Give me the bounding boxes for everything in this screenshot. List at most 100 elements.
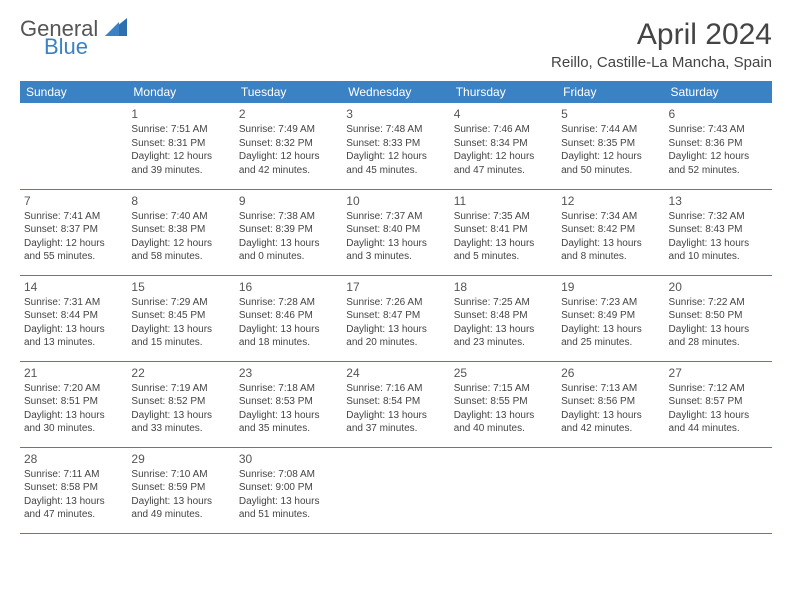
sunset-line: Sunset: 8:53 PM bbox=[239, 395, 338, 409]
daylight-line: Daylight: 12 hours and 50 minutes. bbox=[561, 150, 660, 177]
day-number: 2 bbox=[239, 106, 338, 122]
logo-text-blue: Blue bbox=[44, 36, 127, 58]
sunset-line: Sunset: 8:43 PM bbox=[669, 223, 768, 237]
daylight-line: Daylight: 12 hours and 45 minutes. bbox=[346, 150, 445, 177]
sunrise-line: Sunrise: 7:31 AM bbox=[24, 296, 123, 310]
daylight-line: Daylight: 13 hours and 10 minutes. bbox=[669, 237, 768, 264]
calendar-cell: 15Sunrise: 7:29 AMSunset: 8:45 PMDayligh… bbox=[127, 275, 234, 361]
daylight-line: Daylight: 13 hours and 33 minutes. bbox=[131, 409, 230, 436]
day-number: 22 bbox=[131, 365, 230, 381]
day-number: 30 bbox=[239, 451, 338, 467]
calendar-cell bbox=[450, 447, 557, 533]
sunrise-line: Sunrise: 7:12 AM bbox=[669, 382, 768, 396]
day-number: 4 bbox=[454, 106, 553, 122]
daylight-line: Daylight: 13 hours and 23 minutes. bbox=[454, 323, 553, 350]
day-header: Monday bbox=[127, 81, 234, 103]
sunrise-line: Sunrise: 7:28 AM bbox=[239, 296, 338, 310]
sunrise-line: Sunrise: 7:46 AM bbox=[454, 123, 553, 137]
daylight-line: Daylight: 13 hours and 25 minutes. bbox=[561, 323, 660, 350]
calendar-cell: 4Sunrise: 7:46 AMSunset: 8:34 PMDaylight… bbox=[450, 103, 557, 189]
sunset-line: Sunset: 8:50 PM bbox=[669, 309, 768, 323]
sunrise-line: Sunrise: 7:19 AM bbox=[131, 382, 230, 396]
day-number: 19 bbox=[561, 279, 660, 295]
daylight-line: Daylight: 12 hours and 58 minutes. bbox=[131, 237, 230, 264]
day-number: 6 bbox=[669, 106, 768, 122]
daylight-line: Daylight: 13 hours and 42 minutes. bbox=[561, 409, 660, 436]
sunset-line: Sunset: 8:56 PM bbox=[561, 395, 660, 409]
calendar-cell bbox=[20, 103, 127, 189]
day-number: 11 bbox=[454, 193, 553, 209]
sunrise-line: Sunrise: 7:11 AM bbox=[24, 468, 123, 482]
day-number: 13 bbox=[669, 193, 768, 209]
day-number: 9 bbox=[239, 193, 338, 209]
calendar-cell: 27Sunrise: 7:12 AMSunset: 8:57 PMDayligh… bbox=[665, 361, 772, 447]
calendar-cell: 12Sunrise: 7:34 AMSunset: 8:42 PMDayligh… bbox=[557, 189, 664, 275]
sunrise-line: Sunrise: 7:10 AM bbox=[131, 468, 230, 482]
calendar-cell: 8Sunrise: 7:40 AMSunset: 8:38 PMDaylight… bbox=[127, 189, 234, 275]
sunrise-line: Sunrise: 7:51 AM bbox=[131, 123, 230, 137]
calendar-cell: 25Sunrise: 7:15 AMSunset: 8:55 PMDayligh… bbox=[450, 361, 557, 447]
calendar-cell: 6Sunrise: 7:43 AMSunset: 8:36 PMDaylight… bbox=[665, 103, 772, 189]
sunrise-line: Sunrise: 7:20 AM bbox=[24, 382, 123, 396]
sunset-line: Sunset: 8:44 PM bbox=[24, 309, 123, 323]
daylight-line: Daylight: 13 hours and 5 minutes. bbox=[454, 237, 553, 264]
sunrise-line: Sunrise: 7:32 AM bbox=[669, 210, 768, 224]
sunset-line: Sunset: 8:31 PM bbox=[131, 137, 230, 151]
sunset-line: Sunset: 8:45 PM bbox=[131, 309, 230, 323]
sunset-line: Sunset: 8:58 PM bbox=[24, 481, 123, 495]
calendar-cell: 13Sunrise: 7:32 AMSunset: 8:43 PMDayligh… bbox=[665, 189, 772, 275]
day-header: Thursday bbox=[450, 81, 557, 103]
calendar-cell: 9Sunrise: 7:38 AMSunset: 8:39 PMDaylight… bbox=[235, 189, 342, 275]
day-number: 8 bbox=[131, 193, 230, 209]
daylight-line: Daylight: 13 hours and 3 minutes. bbox=[346, 237, 445, 264]
day-number: 21 bbox=[24, 365, 123, 381]
calendar-cell: 7Sunrise: 7:41 AMSunset: 8:37 PMDaylight… bbox=[20, 189, 127, 275]
daylight-line: Daylight: 13 hours and 28 minutes. bbox=[669, 323, 768, 350]
calendar-cell: 1Sunrise: 7:51 AMSunset: 8:31 PMDaylight… bbox=[127, 103, 234, 189]
sunrise-line: Sunrise: 7:43 AM bbox=[669, 123, 768, 137]
sunrise-line: Sunrise: 7:16 AM bbox=[346, 382, 445, 396]
sunrise-line: Sunrise: 7:25 AM bbox=[454, 296, 553, 310]
sunrise-line: Sunrise: 7:38 AM bbox=[239, 210, 338, 224]
logo: General Blue bbox=[20, 18, 127, 58]
day-number: 3 bbox=[346, 106, 445, 122]
day-number: 23 bbox=[239, 365, 338, 381]
calendar-cell bbox=[557, 447, 664, 533]
sunrise-line: Sunrise: 7:37 AM bbox=[346, 210, 445, 224]
sunrise-line: Sunrise: 7:35 AM bbox=[454, 210, 553, 224]
sunrise-line: Sunrise: 7:13 AM bbox=[561, 382, 660, 396]
daylight-line: Daylight: 12 hours and 52 minutes. bbox=[669, 150, 768, 177]
daylight-line: Daylight: 13 hours and 30 minutes. bbox=[24, 409, 123, 436]
calendar-week-row: 1Sunrise: 7:51 AMSunset: 8:31 PMDaylight… bbox=[20, 103, 772, 189]
sunrise-line: Sunrise: 7:22 AM bbox=[669, 296, 768, 310]
calendar-cell: 20Sunrise: 7:22 AMSunset: 8:50 PMDayligh… bbox=[665, 275, 772, 361]
daylight-line: Daylight: 13 hours and 18 minutes. bbox=[239, 323, 338, 350]
sunrise-line: Sunrise: 7:48 AM bbox=[346, 123, 445, 137]
calendar-body: 1Sunrise: 7:51 AMSunset: 8:31 PMDaylight… bbox=[20, 103, 772, 533]
daylight-line: Daylight: 13 hours and 13 minutes. bbox=[24, 323, 123, 350]
daylight-line: Daylight: 13 hours and 51 minutes. bbox=[239, 495, 338, 522]
location-text: Reillo, Castille-La Mancha, Spain bbox=[551, 54, 772, 71]
sunrise-line: Sunrise: 7:15 AM bbox=[454, 382, 553, 396]
day-number: 15 bbox=[131, 279, 230, 295]
sunset-line: Sunset: 8:47 PM bbox=[346, 309, 445, 323]
calendar-cell: 26Sunrise: 7:13 AMSunset: 8:56 PMDayligh… bbox=[557, 361, 664, 447]
sunset-line: Sunset: 8:36 PM bbox=[669, 137, 768, 151]
calendar-cell: 24Sunrise: 7:16 AMSunset: 8:54 PMDayligh… bbox=[342, 361, 449, 447]
day-number: 27 bbox=[669, 365, 768, 381]
sunrise-line: Sunrise: 7:49 AM bbox=[239, 123, 338, 137]
sunrise-line: Sunrise: 7:41 AM bbox=[24, 210, 123, 224]
daylight-line: Daylight: 13 hours and 47 minutes. bbox=[24, 495, 123, 522]
day-number: 26 bbox=[561, 365, 660, 381]
daylight-line: Daylight: 13 hours and 44 minutes. bbox=[669, 409, 768, 436]
daylight-line: Daylight: 13 hours and 15 minutes. bbox=[131, 323, 230, 350]
calendar-cell: 14Sunrise: 7:31 AMSunset: 8:44 PMDayligh… bbox=[20, 275, 127, 361]
daylight-line: Daylight: 12 hours and 39 minutes. bbox=[131, 150, 230, 177]
sunset-line: Sunset: 8:39 PM bbox=[239, 223, 338, 237]
day-header: Wednesday bbox=[342, 81, 449, 103]
day-header: Sunday bbox=[20, 81, 127, 103]
day-number: 20 bbox=[669, 279, 768, 295]
sunrise-line: Sunrise: 7:23 AM bbox=[561, 296, 660, 310]
daylight-line: Daylight: 13 hours and 35 minutes. bbox=[239, 409, 338, 436]
sunset-line: Sunset: 8:37 PM bbox=[24, 223, 123, 237]
